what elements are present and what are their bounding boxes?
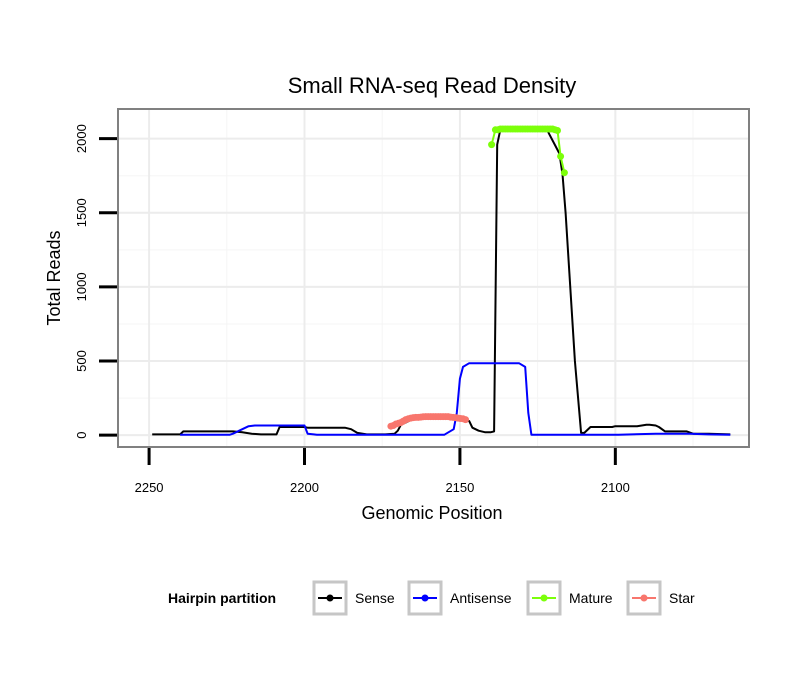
data-point-mature [488, 141, 496, 149]
y-tick-label: 1000 [74, 272, 89, 301]
x-axis: 2250 2200 2150 2100 [135, 448, 630, 495]
data-point-mature [554, 127, 561, 134]
x-tick-label: 2250 [135, 480, 164, 495]
legend-title: Hairpin partition [168, 590, 276, 606]
legend-label-sense: Sense [355, 590, 395, 606]
legend-label-star: Star [669, 590, 695, 606]
y-tick-label: 2000 [74, 124, 89, 153]
legend-label-mature: Mature [569, 590, 613, 606]
legend-key-marker [421, 594, 429, 602]
legend-entry-star: Star [626, 580, 695, 616]
legend-entry-sense: Sense [312, 580, 395, 616]
series-mature [488, 125, 568, 177]
legend: Hairpin partition Sense Antisense Mature St… [168, 580, 695, 616]
data-point-mature [557, 152, 565, 160]
plot-panel [117, 108, 750, 448]
legend-key-marker [640, 594, 648, 602]
legend-key-marker [326, 594, 334, 602]
legend-entry-antisense: Antisense [407, 580, 512, 616]
legend-entries: Sense Antisense Mature Star [312, 580, 695, 616]
legend-entry-mature: Mature [526, 580, 613, 616]
x-tick-label: 2200 [290, 480, 319, 495]
chart-title: Small RNA-seq Read Density [288, 73, 577, 98]
plot-border [117, 108, 750, 448]
y-axis: 0 500 1000 1500 2000 [74, 124, 117, 439]
x-axis-title: Genomic Position [361, 503, 502, 523]
series-layer [152, 125, 731, 436]
y-tick-label: 500 [74, 350, 89, 372]
data-point-mature [560, 169, 568, 177]
legend-key-marker [540, 594, 548, 602]
y-axis-title: Total Reads [44, 230, 64, 325]
y-tick-label: 0 [74, 432, 89, 439]
x-tick-label: 2150 [445, 480, 474, 495]
legend-label-antisense: Antisense [450, 590, 512, 606]
data-point-star [462, 416, 469, 424]
x-tick-label: 2100 [601, 480, 630, 495]
series-star [387, 413, 469, 430]
y-tick-label: 1500 [74, 198, 89, 227]
plot-background [118, 109, 749, 447]
